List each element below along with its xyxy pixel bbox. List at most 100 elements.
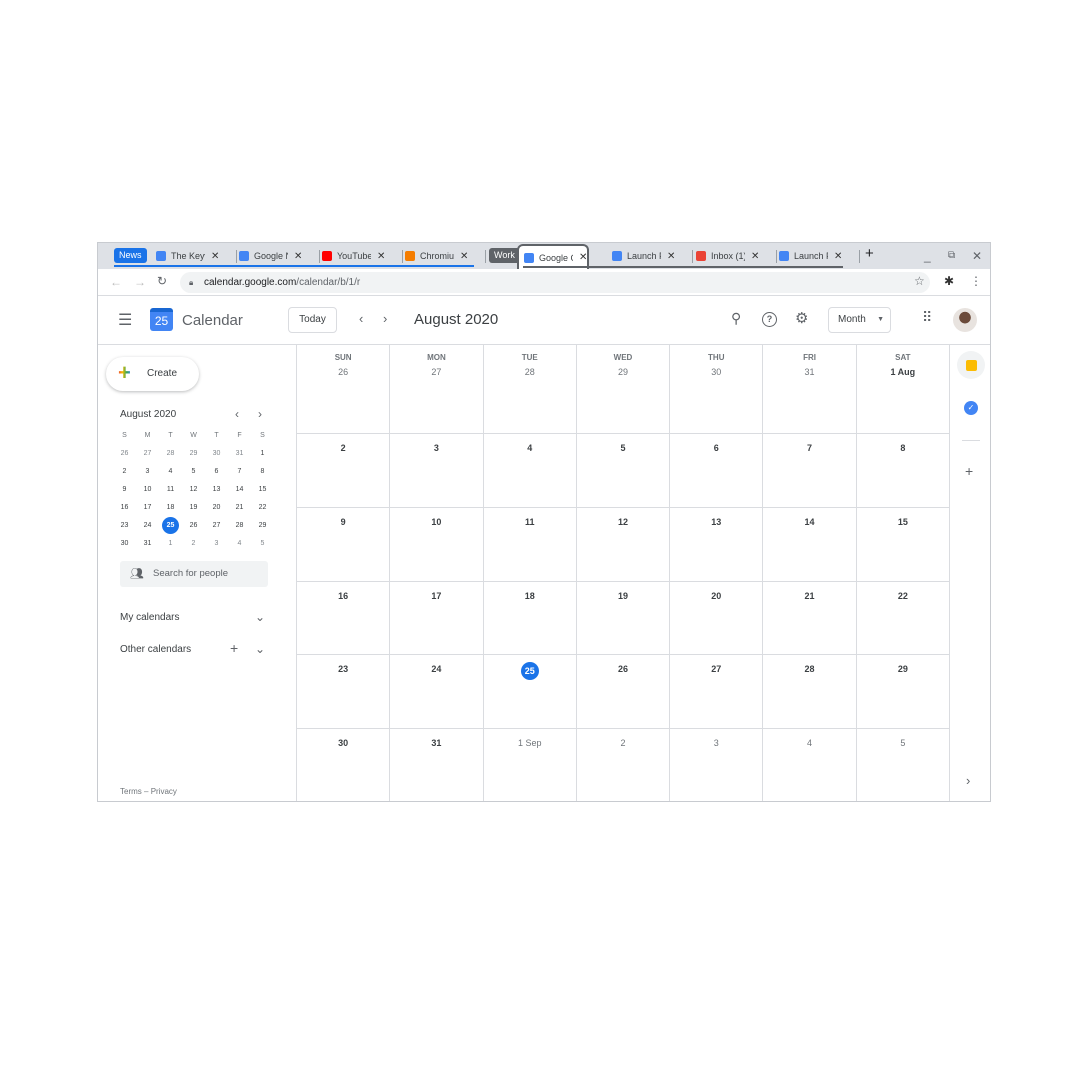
- date-number[interactable]: 19: [617, 591, 628, 601]
- close-tab-icon[interactable]: ✕: [377, 250, 386, 262]
- close-tab-icon[interactable]: ✕: [294, 250, 303, 262]
- day-cell[interactable]: 23: [297, 655, 391, 729]
- mini-day[interactable]: 25: [159, 517, 182, 535]
- date-number[interactable]: 10: [431, 517, 442, 527]
- mini-day[interactable]: 23: [113, 517, 136, 535]
- mini-day[interactable]: 20: [205, 499, 228, 517]
- date-number[interactable]: 11: [524, 517, 535, 527]
- day-cell[interactable]: 26: [576, 655, 671, 729]
- date-number[interactable]: 3: [713, 738, 719, 748]
- day-cell[interactable]: 15: [856, 508, 950, 582]
- day-cell[interactable]: 19: [576, 582, 671, 655]
- mini-day[interactable]: 29: [251, 517, 274, 535]
- date-number[interactable]: 15: [897, 517, 908, 527]
- keep-button[interactable]: [957, 351, 985, 379]
- view-select[interactable]: Month ▼: [828, 307, 891, 333]
- tab-group-work[interactable]: Work: [489, 248, 520, 263]
- mini-day[interactable]: 30: [205, 445, 228, 463]
- tab[interactable]: Google Calendar ✕: [517, 244, 590, 269]
- back-icon[interactable]: ←: [110, 275, 122, 289]
- day-cell[interactable]: 5: [857, 729, 950, 801]
- close-tab-icon[interactable]: ✕: [460, 250, 469, 262]
- mini-day[interactable]: 16: [113, 499, 136, 517]
- day-cell[interactable]: MON 27: [390, 345, 484, 434]
- day-cell[interactable]: 4: [483, 434, 577, 508]
- day-cell[interactable]: 11: [483, 508, 577, 582]
- date-number[interactable]: 26: [338, 367, 349, 377]
- date-number[interactable]: 5: [900, 738, 906, 748]
- mini-day[interactable]: 26: [113, 445, 136, 463]
- date-number[interactable]: 29: [617, 367, 628, 377]
- mini-day[interactable]: 27: [205, 517, 228, 535]
- mini-day[interactable]: 9: [113, 481, 136, 499]
- day-cell[interactable]: 2: [577, 729, 671, 801]
- other-calendars-toggle[interactable]: Other calendars: [120, 644, 192, 655]
- day-cell[interactable]: 18: [483, 582, 577, 655]
- date-number[interactable]: 31: [804, 367, 815, 377]
- mini-day[interactable]: 19: [182, 499, 205, 517]
- mini-day[interactable]: 2: [113, 463, 136, 481]
- mini-day[interactable]: 31: [136, 535, 159, 553]
- date-number[interactable]: 2: [340, 443, 346, 453]
- mini-day[interactable]: 6: [205, 463, 228, 481]
- star-icon[interactable]: ☆: [914, 274, 925, 288]
- mini-day[interactable]: 13: [205, 481, 228, 499]
- close-tab-icon[interactable]: ✕: [211, 250, 220, 262]
- mini-day[interactable]: 22: [251, 499, 274, 517]
- day-cell[interactable]: THU 30: [670, 345, 764, 434]
- day-cell[interactable]: 24: [390, 655, 484, 729]
- date-number[interactable]: 17: [431, 591, 442, 601]
- date-number[interactable]: 22: [897, 591, 908, 601]
- day-cell[interactable]: 30: [297, 729, 391, 801]
- next-month-button[interactable]: ›: [383, 311, 388, 326]
- day-cell[interactable]: SAT 1 Aug: [856, 345, 950, 434]
- day-cell[interactable]: 7: [763, 434, 857, 508]
- search-people-input[interactable]: 👥︎ Search for people: [120, 561, 268, 587]
- mini-day[interactable]: 31: [228, 445, 251, 463]
- date-number[interactable]: 23: [338, 664, 349, 674]
- mini-day[interactable]: 4: [159, 463, 182, 481]
- date-number[interactable]: 2: [620, 738, 626, 748]
- mini-day[interactable]: 24: [136, 517, 159, 535]
- mini-day[interactable]: 10: [136, 481, 159, 499]
- tab[interactable]: Google News ✕: [239, 247, 302, 265]
- mini-day[interactable]: 3: [136, 463, 159, 481]
- day-cell[interactable]: 10: [390, 508, 484, 582]
- date-number[interactable]: 13: [711, 517, 722, 527]
- mini-day[interactable]: 11: [159, 481, 182, 499]
- date-number[interactable]: 27: [431, 367, 442, 377]
- day-cell[interactable]: 25: [483, 655, 577, 729]
- menu-icon[interactable]: ⋮: [970, 274, 982, 288]
- address-bar[interactable]: 🔒︎ calendar.google.com/calendar/b/1/r: [180, 272, 930, 293]
- mini-day[interactable]: 3: [205, 535, 228, 553]
- date-number[interactable]: 3: [433, 443, 439, 453]
- date-number[interactable]: 26: [617, 664, 628, 674]
- date-number[interactable]: 30: [711, 367, 722, 377]
- date-number[interactable]: 16: [338, 591, 349, 601]
- mini-day[interactable]: 28: [228, 517, 251, 535]
- mini-prev-button[interactable]: ‹: [235, 407, 239, 421]
- mini-day[interactable]: 30: [113, 535, 136, 553]
- day-cell[interactable]: 20: [670, 582, 764, 655]
- date-number[interactable]: 29: [897, 664, 908, 674]
- tab[interactable]: Inbox (1) ✕: [696, 247, 759, 265]
- mini-day[interactable]: 2: [182, 535, 205, 553]
- date-number[interactable]: 4: [807, 738, 813, 748]
- date-number[interactable]: 5: [620, 443, 626, 453]
- day-cell[interactable]: 1 Sep: [484, 729, 577, 801]
- main-menu-icon[interactable]: ☰: [118, 312, 133, 329]
- day-cell[interactable]: 17: [390, 582, 484, 655]
- mini-day[interactable]: 12: [182, 481, 205, 499]
- mini-day[interactable]: 8: [251, 463, 274, 481]
- date-number[interactable]: 12: [617, 517, 628, 527]
- mini-day[interactable]: 29: [182, 445, 205, 463]
- day-cell[interactable]: 4: [763, 729, 857, 801]
- tab[interactable]: Launch Pre ✕: [612, 247, 675, 265]
- apps-grid-icon[interactable]: ⠿: [922, 309, 933, 325]
- tab-group-news[interactable]: News: [114, 248, 147, 263]
- date-number[interactable]: 6: [713, 443, 719, 453]
- day-cell[interactable]: 5: [576, 434, 671, 508]
- day-cell[interactable]: 14: [763, 508, 857, 582]
- mini-day[interactable]: 21: [228, 499, 251, 517]
- tab[interactable]: YouTube ✕: [322, 247, 385, 265]
